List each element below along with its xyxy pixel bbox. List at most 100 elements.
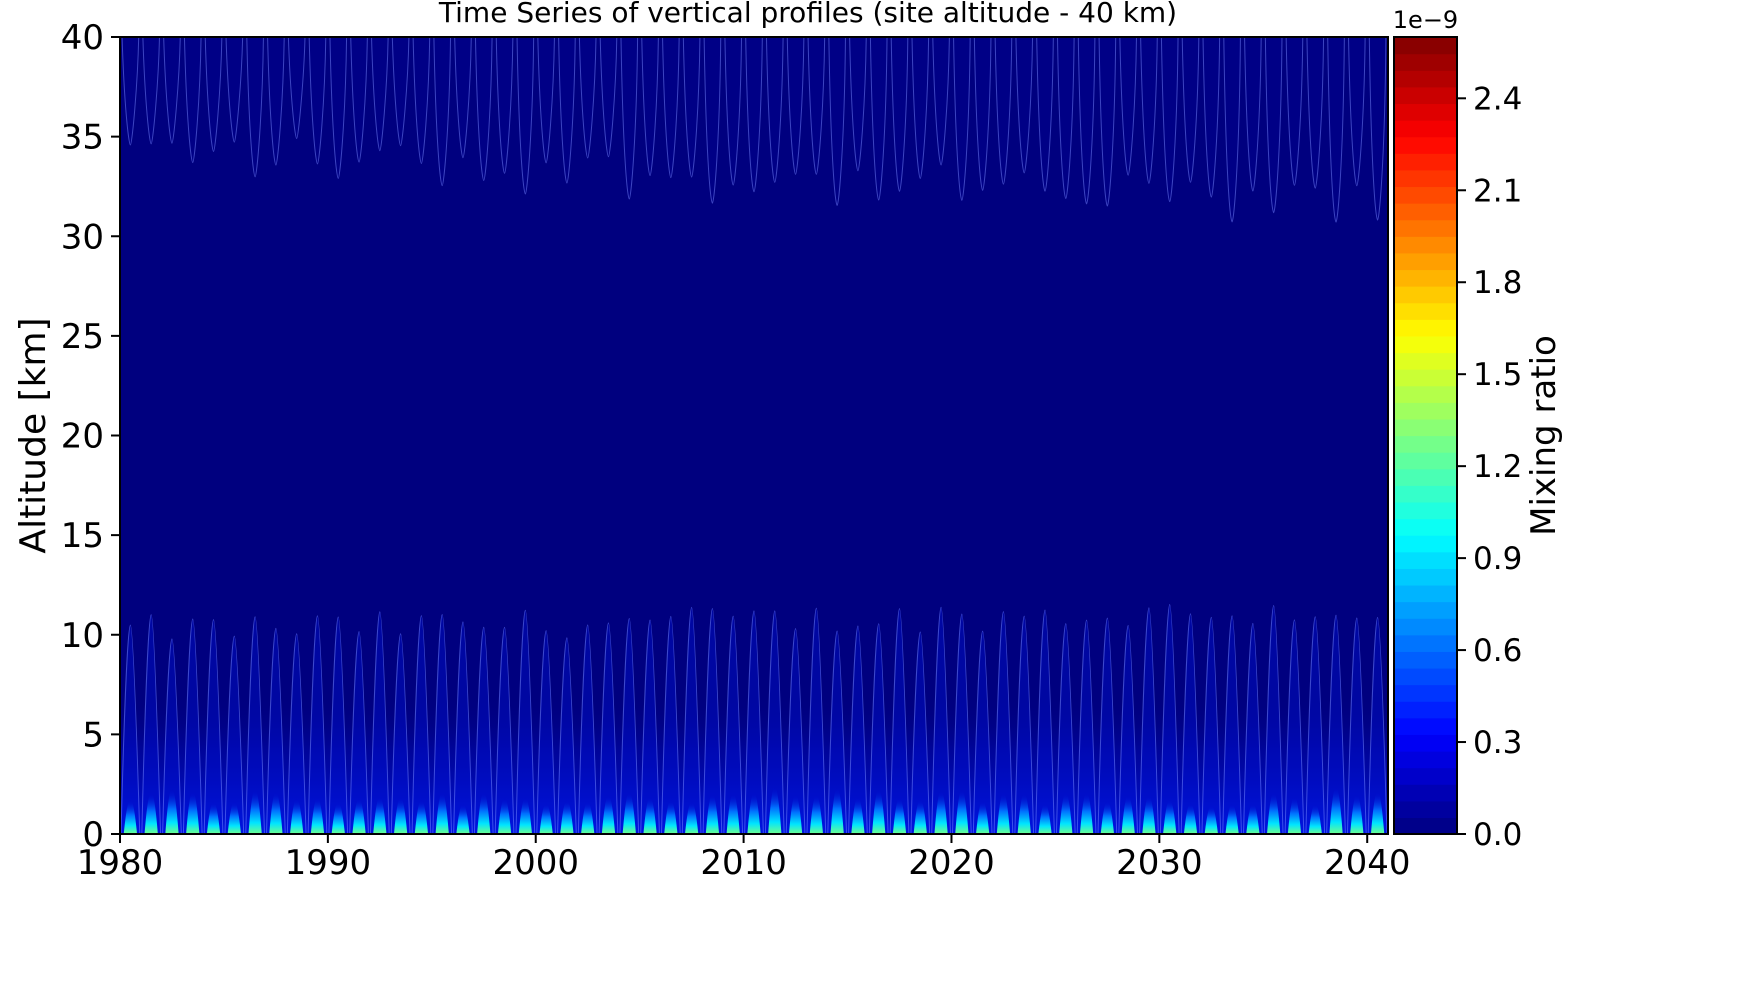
surface-peak: [373, 796, 387, 834]
surface-peak: [955, 788, 969, 834]
colorbar-swatch: [1394, 501, 1457, 520]
colorbar-swatch: [1394, 734, 1457, 752]
surface-peak: [643, 796, 657, 834]
lower-contour-spike: [1284, 619, 1305, 834]
lower-contour-spike: [577, 624, 598, 834]
surface-peak: [1163, 799, 1177, 834]
lower-contour-spike: [785, 628, 806, 834]
colorbar-swatch: [1394, 369, 1457, 387]
colorbar-swatch: [1394, 817, 1457, 835]
surface-peak: [1079, 792, 1094, 834]
surface-peak: [310, 797, 325, 834]
colorbar-swatch: [1394, 203, 1457, 221]
lower-contour-spike: [1346, 617, 1367, 834]
lower-contour-spike: [993, 611, 1014, 834]
colorbar-swatch: [1394, 86, 1457, 105]
y-tick-label: 5: [82, 715, 104, 755]
colorbar-label: Mixing ratio: [1524, 335, 1564, 536]
colorbar-swatch: [1394, 551, 1457, 569]
lower-contour-spike: [453, 621, 473, 834]
colorbar-swatch: [1394, 186, 1457, 204]
upper-contour-dip: [1306, 37, 1325, 189]
surface-peak: [352, 798, 366, 834]
upper-contour-dip: [828, 37, 846, 206]
lower-contour-spike: [598, 622, 619, 834]
upper-contour-dip: [1348, 37, 1366, 187]
colorbar-exponent: 1e−9: [1393, 6, 1458, 34]
surface-peak: [331, 802, 345, 834]
upper-contour-dip: [204, 37, 223, 153]
lower-contour-spike: [494, 626, 515, 834]
surface-peak: [1267, 791, 1281, 834]
colorbar-swatch: [1394, 236, 1457, 254]
lower-contour-spike: [972, 630, 993, 834]
chart-title: Time Series of vertical profiles (site a…: [438, 0, 1177, 29]
colorbar-swatch: [1394, 584, 1457, 603]
lower-contour-spike: [349, 631, 369, 834]
upper-contour-dip: [1223, 37, 1241, 223]
upper-contour-dip: [1181, 37, 1200, 183]
lower-contour-spike: [286, 633, 307, 834]
colorbar-swatch: [1394, 568, 1457, 586]
x-tick-label: 2040: [1324, 843, 1411, 883]
lower-contour-spike: [1035, 609, 1055, 834]
upper-contour-dip: [599, 37, 618, 158]
surface-peak: [227, 801, 241, 834]
lower-contour-spike: [162, 638, 182, 834]
upper-contour-dip: [703, 37, 722, 204]
x-axis: 1980 1990 2000 2010 2020 2030 2040: [77, 834, 1411, 883]
x-tick-label: 1990: [285, 843, 372, 883]
colorbar-swatch: [1394, 286, 1457, 304]
upper-contour-dip: [183, 37, 202, 164]
lower-contour-spike: [1263, 605, 1284, 834]
colorbar-swatch: [1394, 618, 1457, 636]
surface-peak: [892, 797, 907, 834]
surface-peak: [1121, 794, 1135, 834]
upper-contour-dip: [953, 37, 971, 201]
colorbar-swatch: [1394, 319, 1457, 337]
surface-peak: [1183, 802, 1198, 834]
surface-peak: [1100, 800, 1115, 834]
colorbar-swatch: [1394, 269, 1457, 287]
surface-peak: [913, 799, 927, 834]
lower-contour-spike: [848, 625, 868, 834]
upper-contour-dip: [1244, 37, 1262, 192]
surface-peak: [186, 791, 200, 834]
upper-contour-dip: [121, 37, 140, 146]
lower-contour-spike: [557, 637, 577, 834]
colorbar-swatch: [1394, 219, 1457, 237]
lower-contour-spike: [1097, 617, 1118, 834]
colorbar-swatch: [1394, 385, 1457, 403]
surface-peak: [144, 792, 158, 834]
colorbar-tick-label: 0.6: [1473, 633, 1522, 669]
colorbar-swatch: [1394, 70, 1457, 88]
lower-contour-spike: [806, 607, 827, 834]
colorbar-swatch: [1394, 418, 1457, 437]
y-tick-label: 40: [61, 18, 104, 58]
y-tick-label: 30: [61, 217, 104, 257]
upper-contour-dip: [267, 37, 285, 166]
lower-contour-spike: [1159, 603, 1180, 834]
colorbar-swatch: [1394, 518, 1457, 536]
upper-contour-dip: [1056, 37, 1075, 200]
upper-contour-dip: [1015, 37, 1034, 174]
x-tick-label: 2000: [492, 843, 579, 883]
upper-contour-dip: [786, 37, 805, 175]
upper-contour-dip: [994, 37, 1013, 185]
colorbar-swatch: [1394, 37, 1457, 55]
surface-peak: [1329, 786, 1343, 834]
colorbar-swatch: [1394, 717, 1457, 735]
surface-peak: [206, 801, 221, 834]
colorbar-tick-label: 1.2: [1473, 449, 1522, 485]
upper-contour-dip: [474, 37, 493, 181]
colorbar: 0.0 0.3 0.6 0.9 1.2 1.5 1.8 2.1 2.4: [1393, 36, 1522, 853]
upper-contour-dip: [869, 37, 888, 201]
surface-peak: [747, 792, 761, 834]
surface-peak: [1038, 802, 1052, 834]
plot-area: [119, 36, 1389, 835]
lower-contour-spike: [1201, 616, 1222, 834]
surface-peak: [1287, 796, 1302, 834]
lower-contour-spike: [224, 635, 245, 834]
surface-peak: [1142, 795, 1156, 834]
upper-contour-dip: [765, 37, 784, 183]
